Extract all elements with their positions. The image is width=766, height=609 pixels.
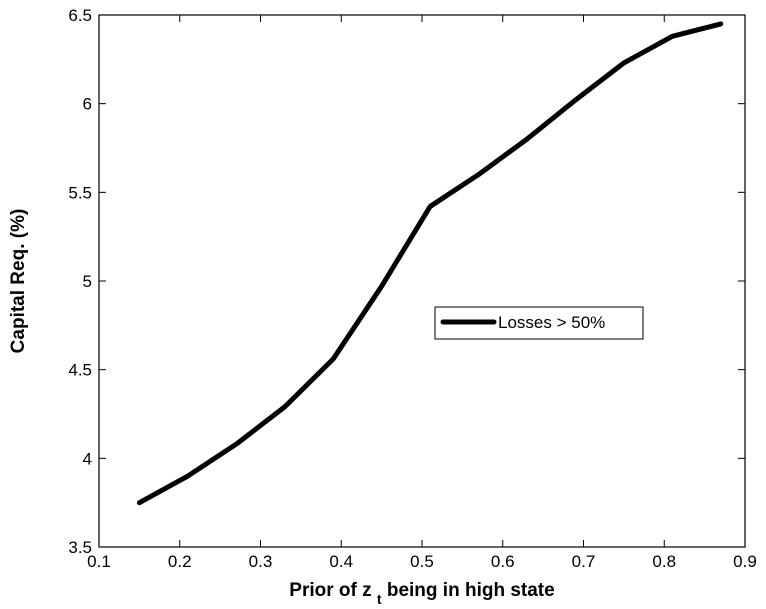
x-tick-label: 0.8 (652, 552, 676, 571)
x-tick-label: 0.2 (168, 552, 192, 571)
y-tick-label: 6 (83, 95, 92, 114)
y-tick-label: 5.5 (68, 183, 92, 202)
x-axis-label-main: Prior of z (289, 580, 371, 601)
x-axis: 0.1 0.2 0.3 0.4 0.5 0.6 0.7 0.8 0.9 (87, 15, 757, 571)
plot-area (98, 14, 746, 548)
y-tick-label: 3.5 (68, 538, 92, 557)
x-tick-label: 0.5 (410, 552, 434, 571)
y-tick-label: 6.5 (68, 6, 92, 25)
y-tick-label: 4.5 (68, 361, 92, 380)
x-axis-label-subscript: t (377, 591, 382, 607)
y-axis: 3.5 4 4.5 5 5.5 6 6.5 (68, 6, 745, 557)
x-tick-label: 0.9 (733, 552, 757, 571)
x-tick-label: 0.3 (249, 552, 273, 571)
y-tick-label: 4 (83, 449, 92, 468)
series-layer (136, 21, 724, 506)
x-tick-label: 0.4 (329, 552, 353, 571)
x-axis-label: Prior of z t being in high state (289, 580, 554, 609)
x-tick-label: 0.6 (491, 552, 515, 571)
y-axis-label: Capital Req. (%) (8, 209, 29, 354)
legend: Losses > 50% (434, 306, 644, 340)
x-axis-label-rest: being in high state (387, 580, 555, 601)
legend-label: Losses > 50% (498, 313, 605, 332)
x-tick-label: 0.7 (572, 552, 596, 571)
x-tick-label: 0.1 (87, 552, 111, 571)
y-tick-label: 5 (83, 272, 92, 291)
